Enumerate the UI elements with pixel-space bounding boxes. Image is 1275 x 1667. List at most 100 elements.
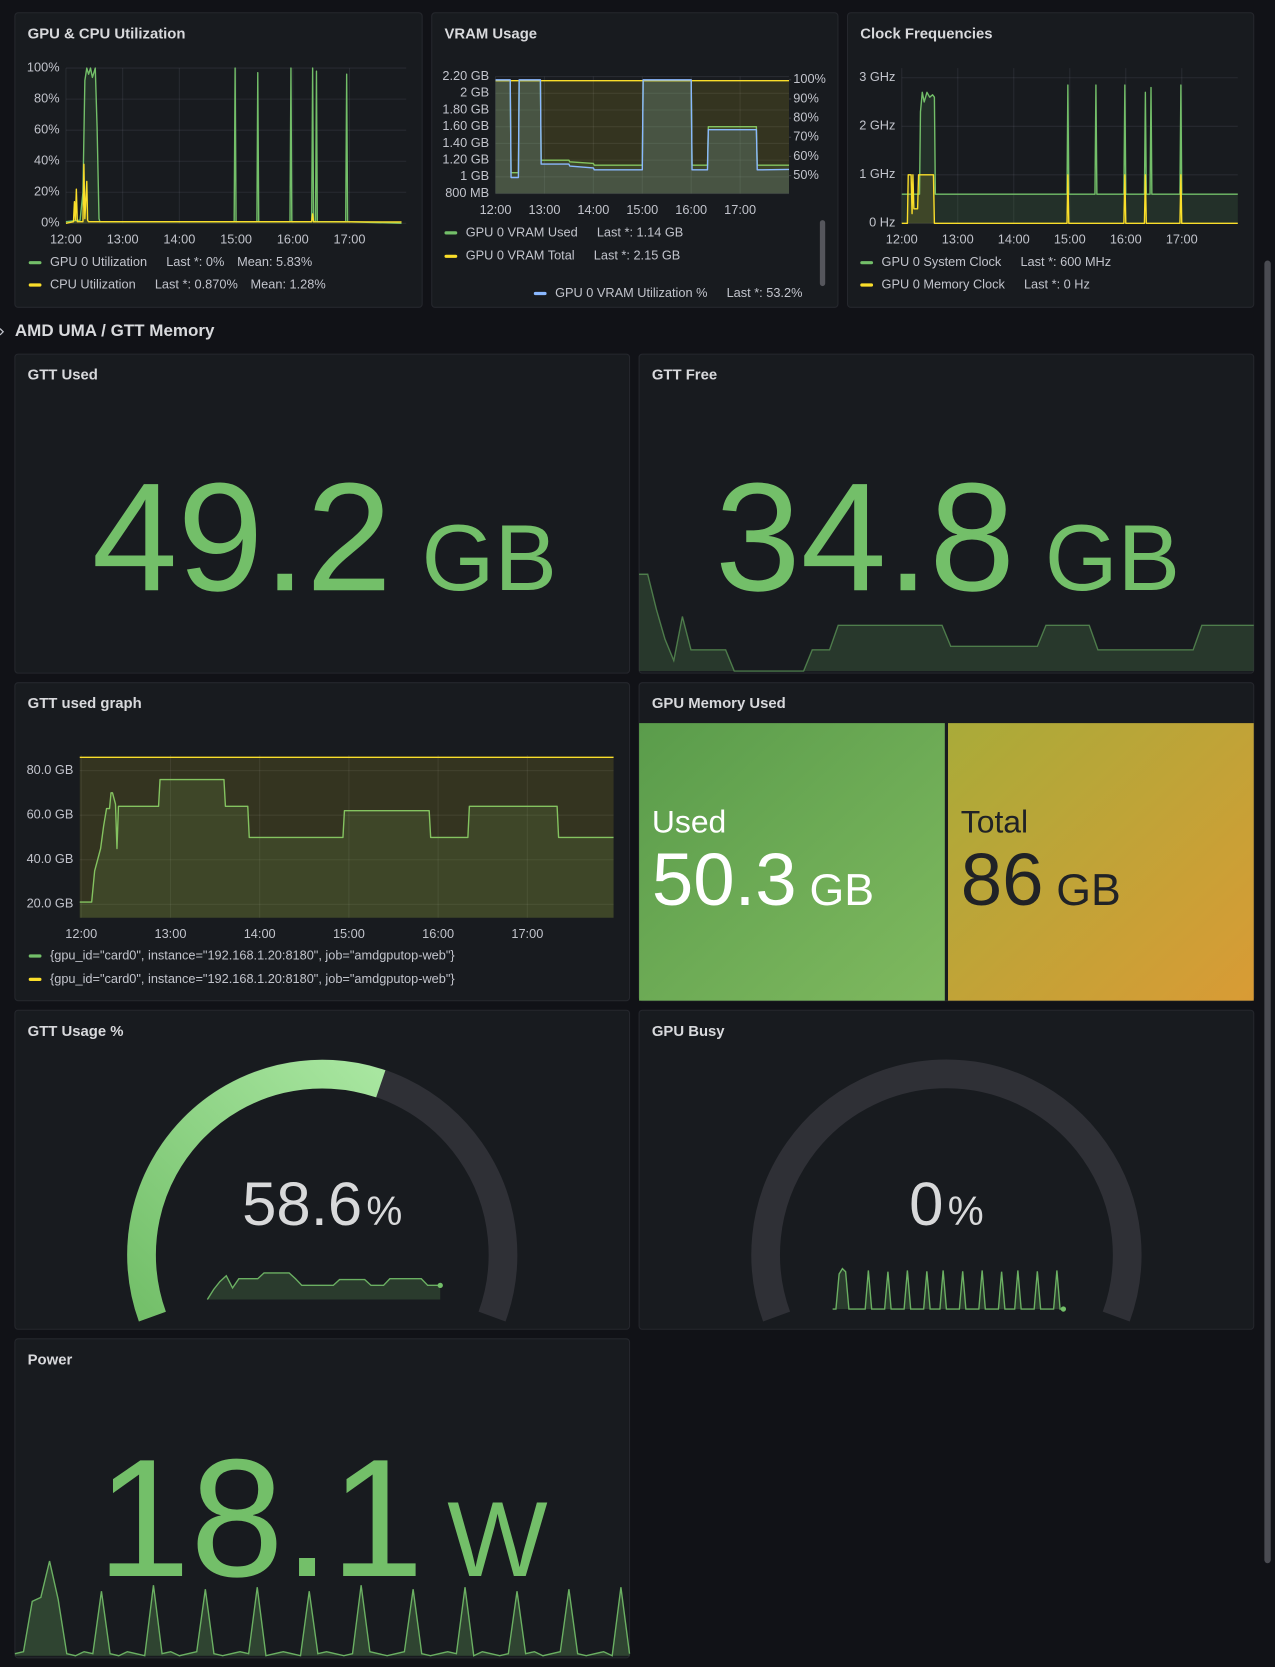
y2-tick-label: 90% xyxy=(793,90,819,105)
panel xyxy=(14,12,423,308)
legend-label: {gpu_id="card0", instance="192.168.1.20:… xyxy=(50,947,455,962)
x-tick-label: 15:00 xyxy=(220,232,252,247)
y-tick-label: 800 MB xyxy=(445,185,489,200)
value: 50.3 xyxy=(652,838,797,921)
legend-stat: Mean: 1.28% xyxy=(251,276,326,291)
sparkline xyxy=(14,1560,631,1657)
unit: % xyxy=(366,1188,402,1234)
legend-swatch xyxy=(28,283,42,287)
sparkline-area xyxy=(639,574,1254,672)
legend-label: GPU 0 VRAM Total xyxy=(466,248,575,263)
y-tick-label: 0 Hz xyxy=(869,215,895,230)
y-tick-label: 1 GB xyxy=(460,168,489,183)
value: 49.2 xyxy=(92,450,392,623)
value: 18.1 xyxy=(97,1424,424,1612)
y-tick-label: 80.0 GB xyxy=(27,762,74,777)
series-area xyxy=(79,757,614,918)
stat-value: 49.2 GB xyxy=(92,450,557,623)
section-title[interactable]: AMD UMA / GTT Memory xyxy=(15,321,215,340)
x-tick-label: 12:00 xyxy=(65,926,97,941)
x-tick-label: 12:00 xyxy=(480,202,512,217)
legend-swatch xyxy=(28,261,42,265)
sparkline xyxy=(832,1267,1064,1310)
x-tick-label: 13:00 xyxy=(107,232,139,247)
tile-name: Total xyxy=(961,804,1028,840)
unit: % xyxy=(948,1188,984,1234)
legend-stat: Last *: 600 MHz xyxy=(1020,254,1111,269)
stat-value: 34.8 GB xyxy=(715,450,1180,623)
tile-name: Used xyxy=(652,804,726,840)
legend-label: GPU 0 System Clock xyxy=(882,254,1002,269)
y-tick-label: 1.40 GB xyxy=(442,135,489,150)
panel xyxy=(14,1009,631,1330)
y2-tick-label: 100% xyxy=(793,71,826,86)
sparkline-area xyxy=(14,1561,630,1656)
series-line xyxy=(901,174,1238,225)
sparkline-area xyxy=(207,1272,441,1300)
y-tick-label: 20% xyxy=(34,184,60,199)
panel-title: GTT used graph xyxy=(28,696,142,712)
panel-title: GPU Memory Used xyxy=(652,696,786,712)
value: 58.6 xyxy=(242,1170,362,1239)
x-tick-label: 15:00 xyxy=(333,926,365,941)
legend-label: {gpu_id="card0", instance="192.168.1.20:… xyxy=(50,971,455,986)
x-tick-label: 15:00 xyxy=(1054,232,1086,247)
panel xyxy=(846,12,1255,308)
y-tick-label: 40% xyxy=(34,153,60,168)
panel xyxy=(638,353,1255,674)
panel-title: VRAM Usage xyxy=(444,26,537,42)
legend-stat: Last *: 53.2% xyxy=(727,285,803,300)
panel xyxy=(14,682,631,1002)
panel-title: GPU & CPU Utilization xyxy=(28,26,186,42)
unit: GB xyxy=(1056,866,1121,915)
y-tick-label: 1.80 GB xyxy=(442,101,489,116)
unit: GB xyxy=(1045,505,1180,610)
legend-swatch xyxy=(533,291,547,296)
y-tick-label: 2.20 GB xyxy=(442,68,489,83)
legend-swatch xyxy=(444,254,458,258)
legend: {gpu_id="card0", instance="192.168.1.20:… xyxy=(28,947,455,986)
gauge-track xyxy=(751,1059,1142,1322)
collapse-chevron[interactable] xyxy=(0,328,5,336)
y-tick-label: 2 GB xyxy=(460,85,489,100)
panel xyxy=(431,12,839,308)
x-tick-label: 14:00 xyxy=(998,232,1030,247)
legend-stat: Last *: 1.14 GB xyxy=(597,224,683,239)
x-tick-label: 12:00 xyxy=(886,232,918,247)
legend-label: GPU 0 VRAM Utilization % xyxy=(555,285,707,300)
legend-stat: Mean: 5.83% xyxy=(237,254,312,269)
unit: W xyxy=(447,1480,547,1599)
x-tick-label: 13:00 xyxy=(529,202,561,217)
y-tick-label: 20.0 GB xyxy=(27,896,74,911)
y-tick-label: 60.0 GB xyxy=(27,807,74,822)
unit: GB xyxy=(809,866,874,915)
y-tick-label: 40.0 GB xyxy=(27,851,74,866)
legend-stat: Last *: 0 Hz xyxy=(1024,276,1090,291)
x-tick-label: 14:00 xyxy=(163,232,195,247)
y-tick-label: 1.20 GB xyxy=(442,152,489,167)
x-tick-label: 13:00 xyxy=(942,232,974,247)
y2-tick-label: 50% xyxy=(793,167,819,182)
legend-swatch xyxy=(28,954,42,958)
legend-label: CPU Utilization xyxy=(50,276,136,291)
legend-swatch xyxy=(28,977,42,981)
y-tick-label: 60% xyxy=(34,122,60,137)
panel-title: GTT Used xyxy=(28,368,98,384)
panel-title: GTT Free xyxy=(652,368,717,384)
scrollbar[interactable] xyxy=(1264,260,1271,1564)
panel-title: Power xyxy=(28,1352,73,1368)
x-tick-label: 16:00 xyxy=(1110,232,1142,247)
legend-swatch xyxy=(860,261,874,265)
panel xyxy=(638,1009,1255,1330)
legend-scrollbar xyxy=(819,220,826,287)
series-line xyxy=(495,79,790,179)
x-tick-label: 16:00 xyxy=(675,202,707,217)
x-tick-label: 16:00 xyxy=(277,232,309,247)
sparkline-end xyxy=(437,1282,443,1289)
y2-tick-label: 70% xyxy=(793,129,819,144)
legend: GPU 0 Utilization Last *: 0% Mean: 5.83% CP… xyxy=(28,254,326,291)
x-tick-label: 17:00 xyxy=(334,232,366,247)
x-tick-label: 12:00 xyxy=(50,232,82,247)
legend: GPU 0 System Clock Last *: 600 MHz GPU 0 M… xyxy=(860,254,1111,291)
panel xyxy=(14,1338,631,1659)
